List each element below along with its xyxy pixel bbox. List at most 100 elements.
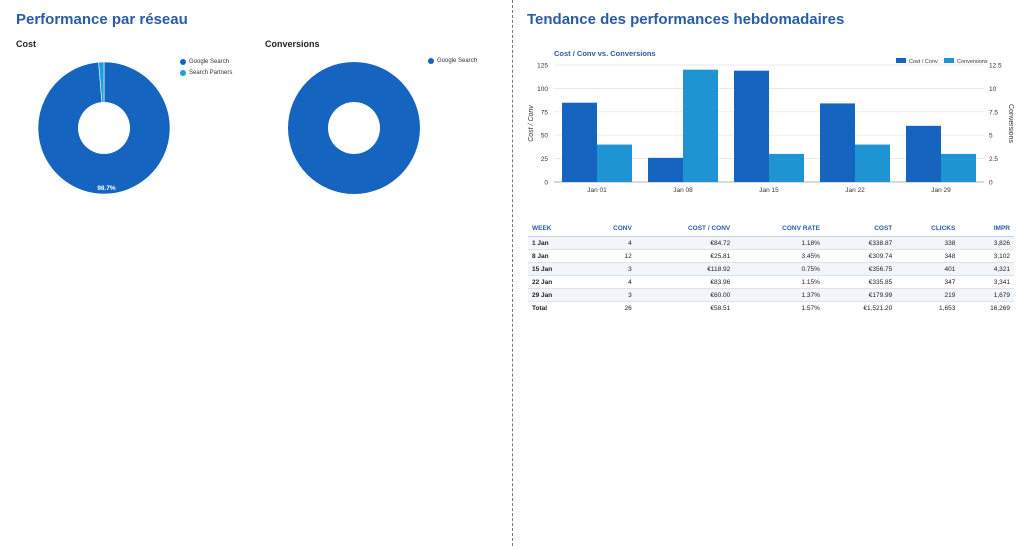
bar-chart-title: Cost / Conv vs. Conversions xyxy=(554,49,656,58)
cell-cost-per-conv: €83.96 xyxy=(635,275,735,289)
cell-week: 22 Jan xyxy=(528,275,584,289)
table-row: 29 Jan 3 €60.00 1.37% €179.99 219 1,679 xyxy=(528,288,1014,302)
weekly-performance-table: WEEK CONV COST / CONV CONV RATE COST CLI… xyxy=(528,220,1014,314)
cell-cost-per-conv: €118.92 xyxy=(635,262,735,276)
legend-label: Google Search xyxy=(437,57,478,64)
legend-item-google-search[interactable]: Google Search xyxy=(180,56,232,67)
total-cost: €1,521.20 xyxy=(823,301,897,314)
bar-conversions-0[interactable] xyxy=(597,144,632,182)
cost-donut-chart: 98.7% xyxy=(37,61,171,195)
x-tick-label: Jan 15 xyxy=(759,187,779,194)
cell-impr: 3,826 xyxy=(959,236,1014,250)
col-impr-header[interactable]: IMPR xyxy=(959,220,1014,237)
y-tick-label: 25 xyxy=(541,156,549,163)
cell-impr: 3,341 xyxy=(959,275,1014,289)
bar-cost-conv-3[interactable] xyxy=(820,103,855,182)
total-conv-rate: 1.57% xyxy=(734,301,824,314)
legend-swatch xyxy=(180,69,186,76)
cell-cost: €309.74 xyxy=(823,249,897,263)
legend-item-google-search[interactable]: Google Search xyxy=(428,55,477,66)
total-conv: 26 xyxy=(583,301,636,314)
y-tick-label: 100 xyxy=(537,86,548,93)
cell-clicks: 401 xyxy=(896,262,960,276)
total-label: Total xyxy=(528,301,584,314)
y2-tick-label: 12.5 xyxy=(989,63,1002,70)
cell-impr: 3,102 xyxy=(959,249,1014,263)
col-conv-rate-header[interactable]: CONV RATE xyxy=(734,220,824,237)
cell-impr: 1,679 xyxy=(959,288,1014,302)
bar-conversions-2[interactable] xyxy=(769,153,804,182)
bar-cost-conv-4[interactable] xyxy=(906,125,941,182)
col-week-header[interactable]: WEEK xyxy=(528,220,584,237)
x-tick-label: Jan 08 xyxy=(673,187,693,194)
legend-swatch-cost-conv xyxy=(896,58,906,63)
cell-week: 8 Jan xyxy=(528,249,584,263)
cell-clicks: 348 xyxy=(896,249,960,263)
legend-label: Google Search xyxy=(189,58,230,65)
cell-conv: 12 xyxy=(583,249,636,263)
cell-cost: €335.85 xyxy=(823,275,897,289)
cell-conv: 4 xyxy=(583,236,636,250)
y2-tick-label: 7.5 xyxy=(989,109,998,116)
network-performance-panel: Performance par réseau Cost 98.7% Google… xyxy=(16,11,477,195)
cell-conv-rate: 1.15% xyxy=(734,275,824,289)
cost-chart-legend: Google Search Search Partners xyxy=(180,56,232,78)
panel-divider xyxy=(512,0,513,546)
y2-tick-label: 0 xyxy=(989,180,993,187)
cell-conv: 4 xyxy=(583,275,636,289)
network-performance-title: Performance par réseau xyxy=(16,11,188,28)
weekly-trend-panel: Tendance des performances hebdomadaires … xyxy=(514,0,1024,546)
slice-label-google-search: 98.7% xyxy=(97,185,116,192)
y-tick-label: 125 xyxy=(537,63,548,70)
bar-conversions-3[interactable] xyxy=(855,144,890,182)
total-clicks: 1,653 xyxy=(896,301,960,314)
cell-cost-per-conv: €25.81 xyxy=(635,249,735,263)
bar-conversions-4[interactable] xyxy=(941,153,976,182)
total-impr: 16,269 xyxy=(959,301,1014,314)
bar-cost-conv-1[interactable] xyxy=(648,157,683,182)
cell-cost: €356.75 xyxy=(823,262,897,276)
cell-clicks: 347 xyxy=(896,275,960,289)
cost-conv-vs-conversions-chart: Cost / Conv vs. Conversions 0 0 25 2.5 50 5 75 7… xyxy=(528,49,1014,194)
table-row: 1 Jan 4 €84.72 1.18% €338.87 338 3,826 xyxy=(528,236,1014,250)
donut-hole xyxy=(78,102,130,154)
table-header-row: WEEK CONV COST / CONV CONV RATE COST CLI… xyxy=(528,220,1014,237)
y-axis-title: Cost / Conv xyxy=(528,105,535,142)
cell-cost-per-conv: €84.72 xyxy=(635,236,735,250)
table-row: 15 Jan 3 €118.92 0.75% €356.75 401 4,321 xyxy=(528,262,1014,276)
bar-conversions-1[interactable] xyxy=(683,69,718,182)
y2-axis-title: Conversions xyxy=(1007,104,1014,143)
bar-cost-conv-0[interactable] xyxy=(562,102,597,182)
legend-swatch-conversions xyxy=(944,58,954,63)
legend-item-conversions[interactable]: Conversions xyxy=(957,59,988,65)
cell-cost: €338.87 xyxy=(823,236,897,250)
cell-conv: 3 xyxy=(583,262,636,276)
cell-cost-per-conv: €60.00 xyxy=(635,288,735,302)
legend-item-search-partners[interactable]: Search Partners xyxy=(180,67,232,78)
x-tick-label: Jan 22 xyxy=(845,187,865,194)
cell-impr: 4,321 xyxy=(959,262,1014,276)
col-cost-per-conv-header[interactable]: COST / CONV xyxy=(635,220,735,237)
cost-chart-title: Cost xyxy=(16,39,36,49)
cell-clicks: 219 xyxy=(896,288,960,302)
conversions-chart-legend: Google Search xyxy=(428,55,477,66)
weekly-trend-title: Tendance des performances hebdomadaires xyxy=(527,11,845,28)
cell-conv-rate: 0.75% xyxy=(734,262,824,276)
col-conv-header[interactable]: CONV xyxy=(583,220,636,237)
y2-tick-label: 5 xyxy=(989,133,993,140)
legend-item-cost-conv[interactable]: Cost / Conv xyxy=(909,59,938,65)
conversions-chart-title: Conversions xyxy=(265,39,320,49)
cell-conv-rate: 1.37% xyxy=(734,288,824,302)
col-cost-header[interactable]: COST xyxy=(823,220,897,237)
legend-swatch xyxy=(180,58,186,65)
y-tick-label: 75 xyxy=(541,109,549,116)
col-clicks-header[interactable]: CLICKS xyxy=(896,220,960,237)
cell-week: 1 Jan xyxy=(528,236,584,250)
table-total-row: Total 26 €58.51 1.57% €1,521.20 1,653 16… xyxy=(528,301,1014,314)
cell-conv-rate: 1.18% xyxy=(734,236,824,250)
legend-swatch xyxy=(428,57,434,64)
y2-tick-label: 2.5 xyxy=(989,156,998,163)
bar-cost-conv-2[interactable] xyxy=(734,70,769,182)
legend-label: Search Partners xyxy=(189,69,233,76)
y-tick-label: 50 xyxy=(541,133,549,140)
